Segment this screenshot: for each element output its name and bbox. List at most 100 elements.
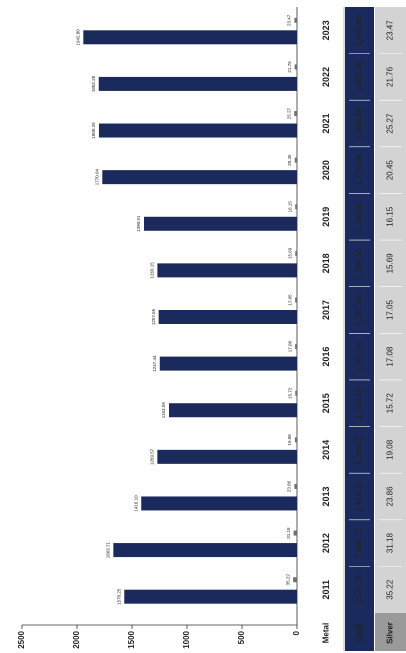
bar bbox=[295, 204, 298, 210]
table-cell: 1,800.39 bbox=[355, 107, 364, 139]
table-cell: 1,247.44 bbox=[355, 340, 364, 372]
bar bbox=[294, 17, 298, 23]
data-label: 15.72 bbox=[287, 387, 292, 399]
y-tick-label: 2000 bbox=[72, 630, 81, 648]
x-tick-label: 2019 bbox=[321, 207, 331, 227]
table-cell: 1,163.59 bbox=[355, 387, 364, 419]
table-cell: 1,669.71 bbox=[355, 527, 364, 559]
data-label: 1247.44 bbox=[152, 355, 157, 372]
x-tick-label: 2012 bbox=[321, 533, 331, 553]
data-label: 17.05 bbox=[287, 294, 292, 306]
table-cell: 21.76 bbox=[386, 66, 395, 87]
y-tick-label: 1500 bbox=[127, 630, 136, 648]
table-cell: 1,257.65 bbox=[355, 294, 364, 326]
x-tick-label: 2013 bbox=[321, 486, 331, 506]
x-tick-label: 2018 bbox=[321, 253, 331, 273]
x-tick-label: 2016 bbox=[321, 347, 331, 367]
table-row-label-bg bbox=[375, 613, 406, 651]
data-label: 1570.25 bbox=[116, 588, 121, 605]
table-cell: 1,269.15 bbox=[355, 247, 364, 279]
data-label: 17.08 bbox=[287, 340, 292, 352]
bar bbox=[294, 483, 297, 489]
data-label: 16.15 bbox=[287, 201, 292, 213]
data-label: 21.76 bbox=[287, 61, 292, 73]
data-label: 25.27 bbox=[286, 107, 291, 119]
table-cell: 1,802.28 bbox=[355, 61, 364, 93]
data-label: 1770.04 bbox=[94, 169, 99, 186]
bar bbox=[143, 216, 297, 231]
table-cell: 1,942.80 bbox=[355, 14, 364, 46]
table-row-label-bg bbox=[345, 613, 374, 651]
data-label: 1269.57 bbox=[150, 448, 155, 465]
rotated-page: 0 500 1000 1500 2000 2500 Metal Gold 1570.25 1,57… bbox=[17, 7, 406, 651]
bar bbox=[124, 589, 297, 604]
data-label: 35.22 bbox=[285, 574, 290, 586]
table-cell: 31.18 bbox=[386, 533, 395, 554]
x-tick-label: 2021 bbox=[321, 114, 331, 134]
y-tick-label: 500 bbox=[237, 630, 246, 644]
bar bbox=[293, 530, 297, 536]
table-cell: 1,770.04 bbox=[355, 154, 364, 186]
x-tick-label: 2022 bbox=[321, 67, 331, 87]
data-label: 1257.65 bbox=[151, 308, 156, 325]
data-label: 1269.15 bbox=[150, 262, 155, 279]
table-row-label: Silver bbox=[386, 622, 395, 644]
bar bbox=[159, 356, 297, 371]
bar bbox=[102, 170, 298, 185]
table-row-bg bbox=[345, 7, 374, 651]
data-label: 1669.71 bbox=[106, 541, 111, 558]
y-tick-label: 1000 bbox=[182, 630, 191, 648]
table-cell: 17.05 bbox=[386, 299, 395, 320]
table-cell: 19.08 bbox=[386, 439, 395, 460]
bar bbox=[295, 390, 298, 396]
table-cell: 35.22 bbox=[386, 579, 395, 600]
table-cell: 16.15 bbox=[386, 206, 395, 227]
bar bbox=[157, 263, 297, 278]
data-label: 19.08 bbox=[287, 434, 292, 446]
bar bbox=[83, 30, 297, 45]
bar bbox=[113, 543, 298, 558]
data-label: 20.45 bbox=[287, 154, 292, 166]
table-row-label: Gold bbox=[355, 624, 364, 642]
data-label: 1800.39 bbox=[91, 122, 96, 139]
x-tick-label: 2017 bbox=[321, 300, 331, 320]
bar bbox=[293, 577, 297, 583]
data-label: 1416.10 bbox=[133, 495, 138, 512]
data-label: 1390.91 bbox=[136, 215, 141, 232]
bar bbox=[294, 64, 298, 70]
bar bbox=[98, 76, 297, 91]
table-cell: 1,570.25 bbox=[355, 574, 364, 606]
table-cell: 15.72 bbox=[386, 393, 395, 414]
x-tick-label: 2014 bbox=[321, 440, 331, 460]
y-tick-label: 0 bbox=[292, 630, 301, 635]
bar bbox=[157, 449, 297, 464]
data-label: 1163.59 bbox=[161, 402, 166, 418]
bar bbox=[295, 297, 298, 303]
data-label: 31.18 bbox=[286, 527, 291, 539]
bar bbox=[294, 157, 297, 163]
data-label: 23.47 bbox=[287, 14, 292, 26]
table-cell: 20.45 bbox=[386, 160, 395, 181]
bar bbox=[294, 437, 298, 443]
x-tick-label: 2023 bbox=[321, 20, 331, 40]
bar bbox=[158, 310, 297, 324]
bar bbox=[295, 344, 297, 350]
x-tick-label: 2011 bbox=[321, 580, 331, 600]
table-cell: 15.69 bbox=[386, 253, 395, 274]
table-cell: 1,390.91 bbox=[355, 201, 364, 233]
table-cell: 23.47 bbox=[386, 20, 395, 41]
bar bbox=[141, 496, 297, 511]
table-cell: 23.86 bbox=[386, 486, 395, 507]
bar bbox=[294, 111, 298, 117]
bar bbox=[169, 403, 297, 418]
bar bbox=[295, 250, 298, 256]
table-cell: 17.08 bbox=[386, 346, 395, 367]
data-label: 1802.28 bbox=[91, 75, 96, 92]
table-header-label: Metal bbox=[322, 623, 331, 643]
table-row-bg bbox=[375, 7, 406, 651]
data-label: 1942.80 bbox=[75, 29, 80, 46]
x-tick-label: 2020 bbox=[321, 160, 331, 180]
data-label: 23.86 bbox=[287, 480, 292, 492]
bar bbox=[98, 123, 297, 138]
